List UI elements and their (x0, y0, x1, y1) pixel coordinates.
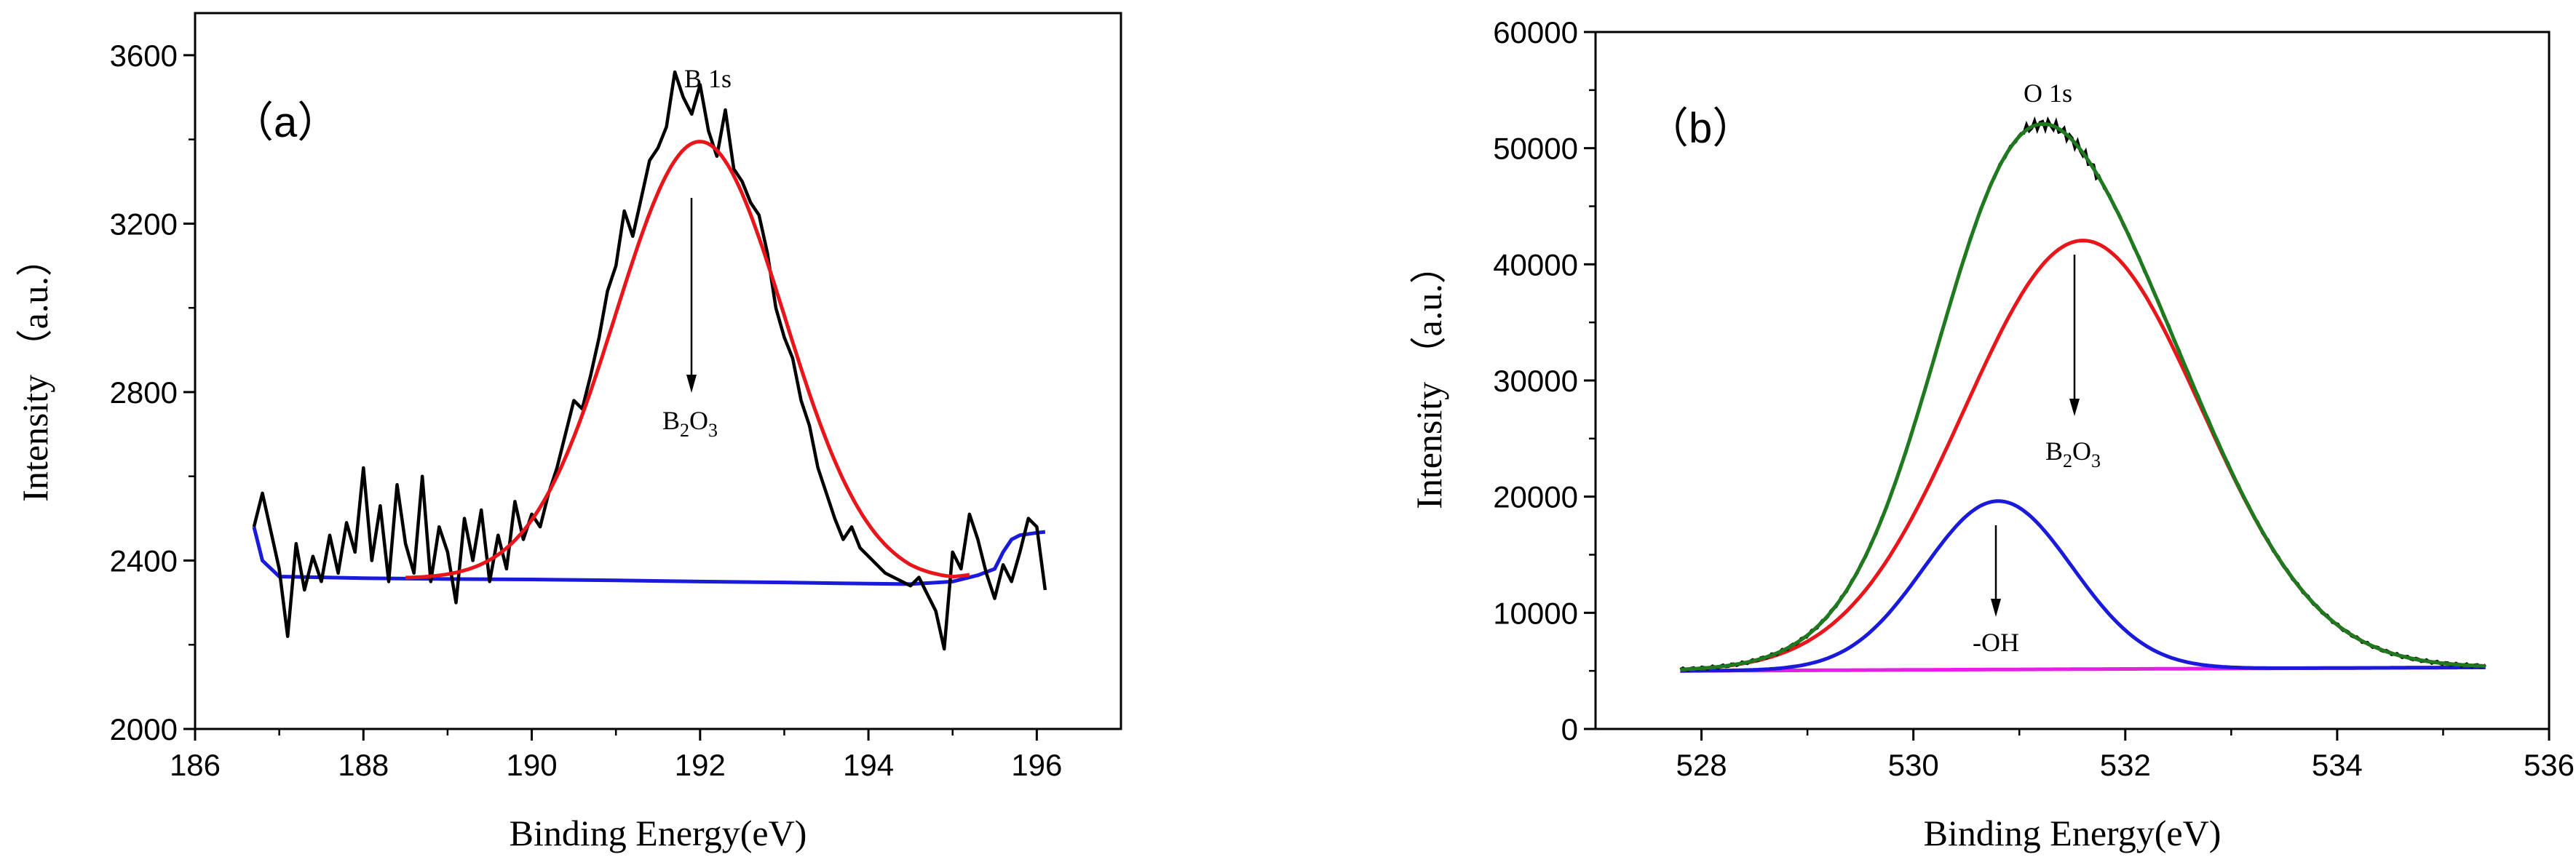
panel-a-tick-labels: 186 188 190 192 194 196 2000 2400 2800 3200 3600 (110, 39, 1063, 782)
x-tick-label: 192 (675, 748, 726, 782)
x-tick-label: 194 (843, 748, 894, 782)
x-tick-label: 530 (1888, 748, 1939, 782)
x-tick-label: 186 (170, 748, 221, 782)
y-tick-label: 0 (1561, 712, 1578, 746)
y-tick-label: 60000 (1493, 15, 1578, 49)
panel-b-ticks (1584, 31, 2551, 741)
panel-b-tick-labels: 528 530 532 534 536 0 10000 20000 30000 40000 5000… (1493, 15, 2575, 782)
panel-b-arrow-head-1 (2069, 399, 2080, 416)
panel-b-y-axis-title: Intensity （a.u.） (1408, 247, 1449, 509)
panel-a-ticks (183, 54, 1038, 741)
y-tick-label: 50000 (1493, 132, 1578, 166)
x-tick-label: 190 (507, 748, 558, 782)
panel-a-label: （a） (231, 99, 339, 146)
x-tick-label: 534 (2312, 748, 2363, 782)
x-tick-label: 196 (1011, 748, 1062, 782)
panel-b-label: （b） (1646, 105, 1754, 152)
panel-a-species-annotation: B2O3 (662, 406, 718, 441)
panel-b-peak-annotation: O 1s (2024, 79, 2072, 108)
panel-b-arrow-head-2 (1991, 599, 2001, 617)
background-line (252, 526, 1046, 586)
panel-b-chart: 528 530 532 534 536 0 10000 20000 30000 40000 5000… (1408, 15, 2575, 853)
y-tick-label: 20000 (1493, 480, 1578, 514)
panel-a-plot-frame (194, 12, 1122, 730)
panel-a-chart: 186 188 190 192 194 196 2000 2400 2800 3200 3600 （… (15, 12, 1122, 853)
x-tick-label: 532 (2100, 748, 2151, 782)
y-tick-label: 40000 (1493, 247, 1578, 282)
panel-a-arrow-head (686, 375, 697, 393)
panel-b-species-2-annotation: -OH (1973, 628, 2019, 657)
panel-a-y-axis-title: Intensity （a.u.） (15, 240, 55, 502)
y-tick-label: 2000 (110, 712, 178, 746)
x-tick-label: 528 (1676, 748, 1727, 782)
panel-a-x-axis-title: Binding Energy(eV) (510, 813, 807, 853)
panel-b-species-1-annotation: B2O3 (2045, 437, 2101, 471)
y-tick-label: 2400 (110, 543, 178, 578)
fit-line (405, 140, 970, 580)
raw-spectrum-line (1679, 116, 2486, 672)
oh-component-line (1680, 499, 2486, 673)
panel-b-x-axis-title: Binding Energy(eV) (1924, 813, 2222, 853)
raw-spectrum-line (252, 70, 1047, 651)
x-tick-label: 188 (338, 748, 389, 782)
y-tick-label: 10000 (1493, 596, 1578, 630)
y-tick-label: 2800 (110, 375, 178, 410)
panel-a-peak-annotation: B 1s (684, 64, 732, 93)
x-tick-label: 536 (2524, 748, 2575, 782)
envelope-line (1680, 121, 2486, 671)
y-tick-label: 3600 (110, 39, 178, 73)
panel-a-series (252, 70, 1047, 651)
y-tick-label: 30000 (1493, 364, 1578, 398)
y-tick-label: 3200 (110, 207, 178, 241)
panel-b-series (1679, 116, 2486, 673)
